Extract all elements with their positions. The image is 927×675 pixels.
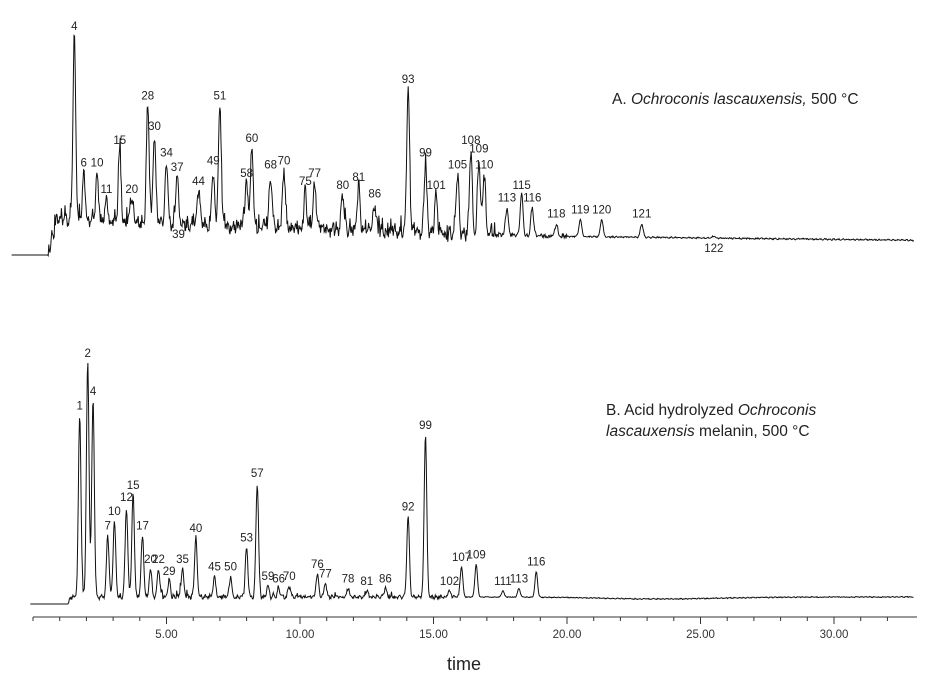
x-axis: 5.00 10.00 15.00 20.00 25.00 30.00 time [32, 616, 917, 674]
chart-b-peak-label: 1 [77, 401, 83, 413]
chart-b-peak-label: 17 [136, 521, 149, 533]
chart-b-peak-label: 12 [120, 492, 133, 504]
chart-b-peak-label: 29 [163, 566, 176, 578]
chart-a-peak-label: 39 [172, 229, 185, 241]
chart-b-peak-label: 40 [189, 523, 202, 535]
chart-a-title: A. Ochroconis lascauxensis, 500 °C [612, 89, 859, 110]
chart-a-peak-label: 115 [512, 180, 530, 192]
x-tick-label: 5.00 [155, 629, 177, 641]
chart-a-peak-label: 4 [71, 21, 78, 33]
chart-a-peak-label: 110 [475, 160, 493, 172]
chart-a-peak-label: 10 [91, 158, 104, 170]
chart-a-peak-label: 6 [81, 158, 87, 170]
chart-a-peak-label: 60 [246, 133, 259, 145]
chart-b-peak-label: 15 [127, 480, 140, 492]
chart-b-peak-label: 59 [262, 571, 275, 583]
chart-a-peak-label: 77 [308, 168, 321, 180]
x-tick-label: 15.00 [419, 629, 448, 641]
chart-b-peak-label: 76 [311, 559, 324, 571]
chart-b-peak-label: 99 [419, 420, 432, 432]
chart-b-peak-label: 81 [360, 576, 373, 588]
chart-a-peak-label: 120 [592, 205, 611, 217]
chart-a-peak-label: 119 [571, 205, 589, 217]
chart-b-peak-label: 22 [152, 554, 165, 566]
chart-b-peak-label: 78 [342, 573, 355, 585]
chart-b-peak-label: 4 [90, 386, 97, 398]
chart-b-peak-label: 109 [467, 549, 486, 561]
chart-b-title: B. Acid hydrolyzed Ochroconis lascauxens… [606, 400, 816, 442]
chart-a-peak-label: 44 [192, 176, 205, 188]
chart-a-peak-label: 34 [160, 147, 173, 159]
chart-a-peak-label: 93 [402, 74, 415, 86]
chart-a-peak-label: 58 [240, 168, 253, 180]
chart-a-peak-label: 15 [113, 135, 126, 147]
chart-a-peak-label: 86 [368, 188, 381, 200]
x-tick-label: 10.00 [286, 629, 315, 641]
chart-a-peak-label: 105 [448, 160, 467, 172]
x-tick-label: 25.00 [686, 629, 715, 641]
x-tick-label: 20.00 [553, 629, 582, 641]
chart-a-peak-label: 121 [632, 209, 651, 221]
chart-b-peak-label: 2 [85, 348, 91, 360]
chart-b-title-line1-prefix: B. Acid hydrolyzed [606, 402, 738, 419]
chart-b-peak-label: 50 [224, 561, 237, 573]
chart-b-title-line2-suffix: melanin, 500 °C [694, 423, 810, 440]
chart-b-peak-label: 45 [208, 561, 221, 573]
chart-a-peak-label: 81 [352, 172, 365, 184]
chart-a-peak-label: 20 [125, 184, 138, 196]
chart-b-peak-label: 10 [108, 506, 121, 518]
chart-a-peak-label: 37 [171, 162, 184, 174]
chart-a-peak-label: 49 [207, 156, 220, 168]
chart-a-peak-label: 80 [336, 180, 349, 192]
chart-b-peak-label: 113 [510, 573, 528, 585]
chart-a-peak-label: 108 [461, 135, 480, 147]
chart-a-peak-label: 99 [419, 147, 432, 159]
chart-a-peak-label: 68 [264, 160, 277, 172]
chart-a-peak-label: 51 [214, 90, 227, 102]
chart-b-peak-label: 57 [251, 468, 264, 480]
chart-b-title-line1-italic: Ochroconis [737, 402, 817, 419]
chart-a-title-italic: Ochroconis lascauxensis, [630, 91, 807, 108]
chart-b-peak-label: 66 [272, 573, 285, 585]
chart-a-title-suffix: 500 °C [806, 91, 859, 108]
chart-a-peak-label: 118 [547, 209, 565, 221]
chart-b-peak-label: 77 [319, 569, 332, 581]
chart-a-peak-label: 75 [299, 176, 312, 188]
chart-b-series-line [30, 362, 914, 605]
chart-b-peak-label: 35 [176, 554, 189, 566]
chart-b-peak-label: 102 [440, 576, 459, 588]
chart-a-series-line [11, 34, 915, 257]
chart-b-peak-label: 7 [105, 521, 111, 533]
chart-b-title-line2-italic: lascauxensis [606, 423, 695, 440]
chart-a-title-prefix: A. [612, 91, 631, 108]
chart-a-peak-label: 109 [469, 143, 488, 155]
chart-a-peak-label: 11 [100, 184, 112, 196]
chart-b-peak-label: 53 [240, 533, 253, 545]
chart-b-peak-label: 111 [494, 576, 511, 588]
chart-b-peak-label: 20 [144, 554, 157, 566]
x-axis-label: time [447, 654, 481, 674]
chart-b-peak-label: 86 [379, 573, 392, 585]
chart-b-peak-label: 116 [527, 557, 545, 569]
chart-a-peak-label: 116 [523, 192, 541, 204]
chart-b-peak-label: 107 [452, 552, 471, 564]
chart-a-peak-label: 70 [278, 156, 291, 168]
chart-a-peak-label: 101 [427, 180, 446, 192]
x-tick-label: 30.00 [820, 629, 849, 641]
chart-a-peak-label: 30 [148, 121, 161, 133]
chart-b-peak-label: 70 [283, 571, 296, 583]
chart-a-peak-label: 113 [498, 192, 516, 204]
chart-a-peak-label: 122 [704, 243, 723, 255]
chart-b-peak-label: 92 [402, 501, 415, 513]
chart-a-peak-label: 28 [141, 90, 154, 102]
